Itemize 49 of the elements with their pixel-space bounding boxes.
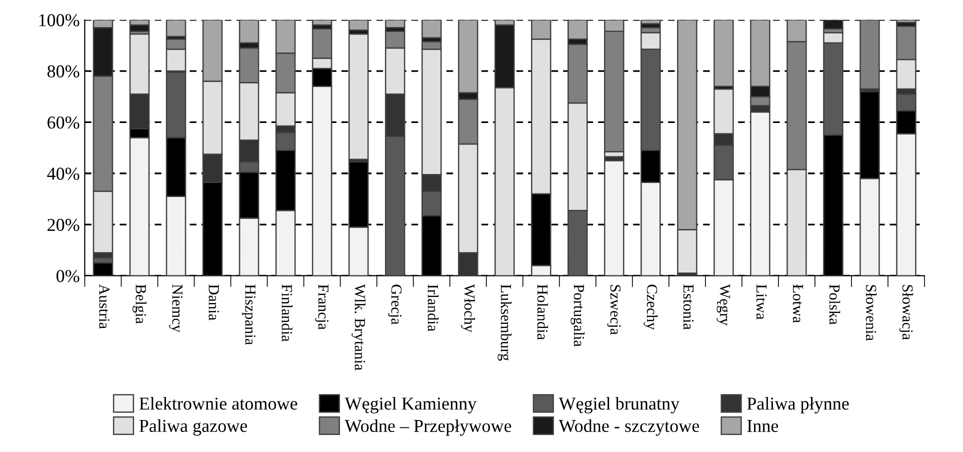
bar bbox=[312, 20, 332, 26]
x-tick-label: Słowacja bbox=[899, 285, 914, 340]
bar bbox=[714, 20, 734, 88]
y-tick-label: 20% bbox=[48, 218, 80, 232]
bar bbox=[348, 20, 369, 31]
legend-label: Elektrownie atomowe bbox=[139, 397, 298, 410]
x-tick-label: Włochy bbox=[461, 284, 476, 332]
x-tick-label: Litwa bbox=[756, 284, 767, 320]
x-tick-label: Szwecja bbox=[607, 285, 621, 335]
y-tick-label: 100% bbox=[39, 14, 80, 26]
bar bbox=[421, 20, 442, 38]
x-tick-label: Austria bbox=[99, 284, 110, 329]
legend-label: Wodne – Przepływowe bbox=[344, 419, 512, 436]
x-tick-label: Łotwa bbox=[792, 284, 804, 323]
x-tick-label: Wlk. Brytania bbox=[352, 284, 366, 370]
x-tick-label: Luksemburg bbox=[498, 284, 512, 361]
x-tick-label: Grecja bbox=[388, 284, 402, 325]
bar bbox=[348, 33, 369, 160]
x-tick-label: Finlandia bbox=[282, 284, 292, 342]
y-tick-label: 0% bbox=[56, 270, 80, 282]
bar bbox=[604, 160, 624, 276]
bar bbox=[640, 20, 661, 24]
x-tick-label: Hiszpania bbox=[242, 284, 256, 345]
x-tick-label: Niemcy bbox=[169, 284, 183, 332]
x-tick-label: Dania bbox=[208, 284, 219, 320]
x-tick-label: Polska bbox=[829, 284, 840, 325]
bar bbox=[860, 20, 880, 90]
bar bbox=[384, 20, 406, 28]
x-tick-label: Portugalia bbox=[570, 284, 585, 347]
x-tick-label: Francja bbox=[315, 284, 329, 330]
legend-label: Węgiel brunatny bbox=[558, 397, 680, 414]
y-tick-label: 60% bbox=[48, 116, 80, 129]
bar bbox=[823, 20, 844, 30]
y-tick-label: 40% bbox=[47, 168, 80, 180]
x-tick-label: Holandia bbox=[537, 284, 548, 340]
legend-label: Inne bbox=[747, 420, 778, 432]
x-tick-label: Słowenia bbox=[866, 285, 877, 341]
x-tick-label: Czechy bbox=[644, 284, 658, 330]
y-tick-label: 80% bbox=[47, 65, 80, 78]
legend-label: Paliwa płynne bbox=[747, 397, 849, 414]
legend-label: Wodne - szczytowe bbox=[558, 419, 700, 436]
bar bbox=[166, 20, 186, 38]
x-tick-label: Estonia bbox=[683, 284, 694, 330]
legend-label: Paliwa gazowe bbox=[139, 419, 248, 436]
x-tick-label: Węgry bbox=[716, 284, 730, 326]
x-tick-label: Belgia bbox=[132, 284, 146, 324]
bar bbox=[896, 20, 916, 24]
x-tick-label: Irlandia bbox=[428, 284, 439, 332]
legend-label: Węgiel Kamienny bbox=[344, 397, 477, 414]
